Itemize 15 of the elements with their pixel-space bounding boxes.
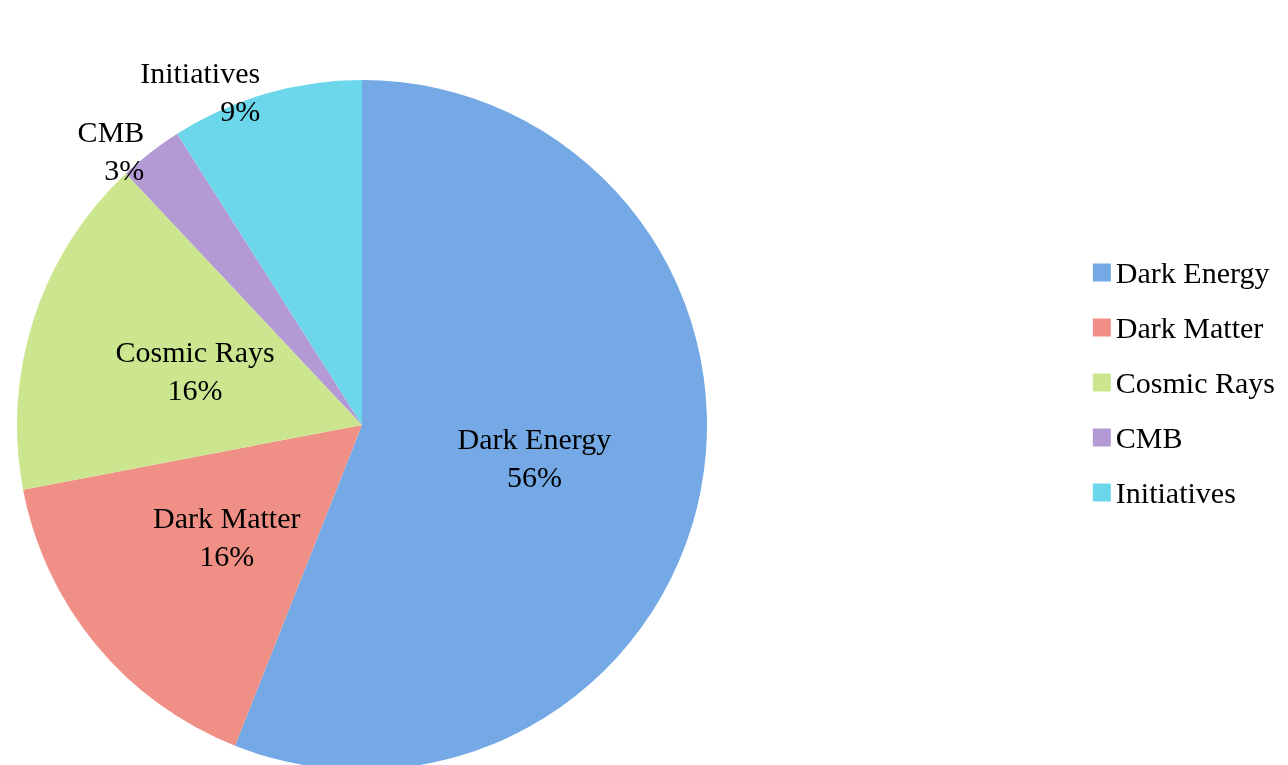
legend-label: Initiatives: [1115, 476, 1236, 509]
slice-label: CMB: [77, 115, 145, 149]
legend-label: Dark Matter: [1115, 311, 1264, 344]
data-label: 9%: [220, 94, 261, 128]
data-label: 56%: [506, 460, 562, 494]
data-label: 16%: [199, 539, 255, 573]
legend-label: Cosmic Rays: [1115, 366, 1275, 399]
legend-label: CMB: [1115, 421, 1183, 454]
slice-label: Dark Matter: [153, 501, 301, 535]
legend-label: Dark Energy: [1115, 256, 1270, 289]
slice-label: Cosmic Rays: [115, 335, 275, 369]
data-label: 16%: [167, 373, 223, 407]
slice-label: Dark Energy: [457, 422, 612, 456]
slice-label: Initiatives: [140, 56, 261, 90]
data-label: 3%: [104, 153, 145, 187]
